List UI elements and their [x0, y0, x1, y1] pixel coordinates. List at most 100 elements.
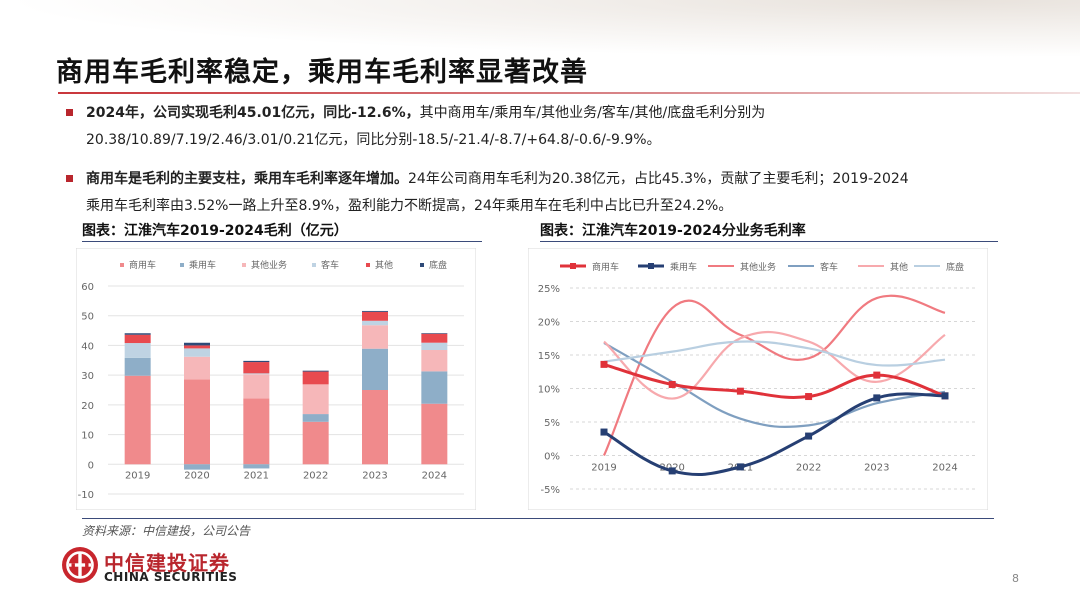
series-line	[603, 294, 946, 456]
footer-divider	[82, 518, 994, 519]
legend-label: 其他业务	[740, 261, 776, 273]
left-chart-title-rule	[82, 241, 482, 242]
bar-segment	[124, 333, 151, 335]
header-background	[0, 0, 1080, 58]
data-point-marker	[873, 394, 881, 402]
bar-segment	[243, 464, 270, 469]
y-tick-label: -10	[78, 490, 94, 501]
x-tick-label: 2022	[796, 463, 821, 474]
x-tick-label: 2019	[591, 463, 616, 474]
bar-segment	[184, 464, 210, 470]
legend-label: 底盘	[946, 261, 964, 273]
y-tick-label: 60	[81, 282, 94, 293]
x-tick-label: 2019	[125, 470, 150, 481]
legend-swatch	[312, 263, 316, 267]
data-point-marker	[668, 380, 676, 388]
bar-segment	[124, 375, 151, 465]
bar-segment	[243, 362, 270, 374]
bar-segment	[184, 379, 210, 465]
data-point-marker	[805, 432, 813, 440]
bar-segment	[124, 357, 151, 376]
bullet-1-line-2: 20.38/10.89/7.19/2.46/3.01/0.21亿元，同比分别-1…	[86, 132, 661, 148]
bar-segment	[421, 403, 448, 465]
y-tick-label: 10%	[538, 385, 560, 396]
legend-swatch	[420, 263, 424, 267]
legend-swatch	[242, 263, 246, 267]
bar-segment	[184, 356, 210, 380]
title-divider	[58, 92, 1080, 94]
right-chart-title: 图表：江淮汽车2019-2024分业务毛利率	[540, 223, 806, 239]
bar-segment	[124, 343, 151, 358]
bar-segment	[124, 334, 151, 344]
citic-logo-icon	[62, 547, 98, 583]
brand-name-cn: 中信建投证券	[104, 551, 230, 575]
bar-segment	[362, 390, 388, 465]
page-number: 8	[1012, 572, 1019, 585]
y-tick-label: 10	[81, 431, 94, 442]
bar-segment	[184, 348, 210, 357]
legend-label: 商用车	[592, 261, 619, 273]
legend-label: 底盘	[429, 259, 447, 271]
bar-segment	[421, 350, 448, 372]
bar-segment	[362, 311, 388, 321]
bullet-2-text: 24年公司商用车毛利为20.38亿元，占比45.3%，贡献了主要毛利；2019-…	[408, 171, 909, 187]
gross-margin-line-chart: -5% 0% 5% 10% 15% 20% 25% 商用车 乘用车 其他业务 客车 其他 底盘 2019 2…	[528, 248, 988, 510]
bullet-1-text: 其中商用车/乘用车/其他业务/客车/其他/底盘毛利分别为	[419, 105, 766, 121]
data-point-marker	[736, 463, 744, 471]
bar-segment	[302, 421, 329, 465]
bar-segment	[421, 333, 448, 343]
left-chart-title: 图表：江淮汽车2019-2024毛利（亿元）	[82, 223, 348, 239]
legend-label: 其他	[890, 261, 908, 273]
data-point-marker	[668, 467, 676, 475]
x-tick-label: 2023	[864, 463, 889, 474]
bar-segment	[362, 310, 388, 312]
data-point-marker	[600, 428, 608, 436]
brand-name-en: CHINA SECURITIES	[104, 570, 238, 584]
bar-segment	[362, 320, 388, 326]
y-tick-label: 25%	[538, 284, 560, 295]
legend-label: 商用车	[129, 259, 156, 271]
x-tick-label: 2023	[362, 470, 387, 481]
bar-segment	[421, 371, 448, 404]
bullet-2: 商用车是毛利的主要支柱，乘用车毛利率逐年增加。24年公司商用车毛利为20.38亿…	[66, 166, 1026, 222]
bar-segment	[184, 345, 210, 349]
y-tick-label: -5%	[541, 485, 560, 496]
legend-label: 乘用车	[670, 261, 697, 273]
data-point-marker	[873, 371, 881, 379]
bar-segment	[362, 325, 388, 349]
x-tick-label: 2024	[932, 463, 957, 474]
bar-segment	[362, 348, 388, 390]
legend-marker	[570, 263, 576, 269]
legend-swatch	[180, 263, 184, 267]
data-point-marker	[941, 392, 949, 400]
y-tick-label: 5%	[544, 418, 560, 429]
bullet-square-icon	[66, 109, 73, 116]
y-tick-label: 15%	[538, 351, 560, 362]
bar-segment	[302, 370, 329, 372]
bar-segment	[302, 384, 329, 415]
series-line	[603, 341, 946, 429]
bullet-2-highlight: 商用车是毛利的主要支柱，乘用车毛利率逐年增加。	[86, 171, 408, 187]
chart-frame	[528, 248, 988, 510]
bar-segment	[302, 371, 329, 385]
y-tick-label: 0	[88, 460, 94, 471]
legend-label: 其他	[375, 259, 393, 271]
series-line	[603, 392, 946, 477]
y-tick-label: 20	[81, 401, 94, 412]
y-tick-label: 40	[81, 341, 94, 352]
series-line	[603, 330, 946, 400]
legend-marker	[648, 263, 654, 269]
y-tick-label: 0%	[544, 452, 560, 463]
source-note: 资料来源：中信建投，公司公告	[82, 524, 251, 538]
y-tick-label: 50	[81, 312, 94, 323]
legend-label: 客车	[820, 261, 838, 273]
x-tick-label: 2022	[303, 470, 328, 481]
gross-profit-bar-chart: -10 0 10 20 30 40 50 60 商用车 乘用车 其他业务 客车 其他 底盘 2019 2020…	[76, 248, 476, 510]
bar-segment	[421, 342, 448, 351]
bar-segment	[302, 414, 329, 422]
right-chart-title-rule	[540, 241, 998, 242]
x-tick-label: 2020	[184, 470, 209, 481]
data-point-marker	[600, 360, 608, 368]
x-tick-label: 2024	[422, 470, 447, 481]
bullet-2-line-2: 乘用车毛利率由3.52%一路上升至8.9%，盈利能力不断提高，24年乘用车在毛利…	[86, 198, 733, 214]
